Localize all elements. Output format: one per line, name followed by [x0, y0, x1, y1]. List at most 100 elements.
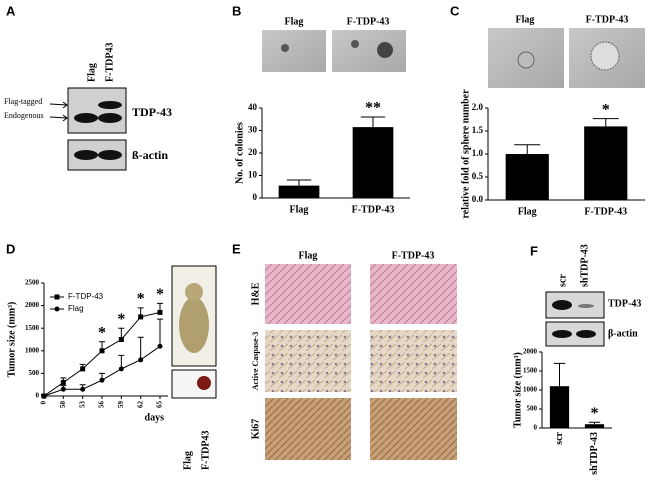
micrograph	[332, 30, 406, 72]
legend-label: F-TDP-43	[68, 292, 104, 301]
y-tick-label: 500	[29, 369, 40, 377]
x-tick-label: Flag	[290, 204, 309, 215]
error-bar	[360, 116, 386, 128]
marker	[157, 309, 163, 315]
colony	[281, 44, 289, 52]
tumor-photo	[171, 369, 217, 399]
image-label: F-TDP43	[200, 431, 211, 470]
x-tick-label: 56	[98, 401, 106, 409]
blot-label: TDP-43	[132, 105, 172, 119]
blot-band	[74, 150, 98, 160]
marker	[118, 366, 124, 372]
y-tick-label: 20	[248, 147, 258, 157]
panel-letter: F	[530, 243, 538, 258]
y-tick-label: 1500	[523, 367, 538, 375]
y-tick-label: 2500	[25, 279, 40, 287]
error-bar	[157, 318, 163, 347]
y-tick-label: 2000	[523, 348, 538, 356]
lane-label: shTDP-43	[579, 244, 590, 287]
arrow-label: Endogenous	[4, 111, 44, 120]
image-label: Flag	[285, 16, 304, 27]
y-tick-label: 2000	[25, 301, 40, 309]
annotation: *	[156, 286, 164, 303]
row-label: H&E	[250, 282, 261, 305]
y-tick-label: 1000	[25, 346, 40, 354]
blot-band	[98, 101, 122, 109]
mouse	[185, 283, 203, 301]
y-axis-label: Tumor size (mm³)	[512, 352, 523, 428]
blot-label: ß-actin	[132, 148, 168, 162]
x-tick-label: shTDP-43	[589, 432, 600, 475]
x-tick-label: 0	[40, 401, 48, 405]
blot-label: β-actin	[608, 328, 638, 339]
column-label: F-TDP-43	[392, 250, 435, 261]
y-tick-label: 0	[534, 424, 538, 432]
bar	[278, 185, 320, 198]
bar	[352, 127, 394, 198]
histology	[370, 398, 457, 460]
arrow	[49, 101, 68, 122]
panel-letter: E	[232, 241, 241, 256]
image-label: Flag	[182, 451, 193, 470]
error-bar	[286, 179, 312, 186]
panel-letter: C	[450, 3, 460, 18]
row-label: Active Caspase-3	[251, 332, 260, 390]
error-bar	[588, 421, 601, 425]
x-tick-label: Flag	[518, 206, 537, 217]
y-tick-label: 2.0	[472, 102, 484, 112]
marker	[157, 343, 163, 349]
column-label: Flag	[299, 250, 318, 261]
y-axis-label: relative fold of sphere number	[460, 89, 471, 219]
annotation: **	[365, 100, 381, 117]
x-tick-label: scr	[554, 431, 565, 444]
x-tick-label: 50	[59, 401, 67, 409]
y-tick-label: 0	[36, 392, 40, 400]
lane-label: Flag	[86, 63, 97, 82]
y-axis-label: Tumor size (mm³)	[6, 302, 17, 378]
panel-letter: D	[6, 241, 15, 256]
histology	[265, 264, 351, 324]
image-label: F-TDP-43	[586, 14, 629, 25]
blot-band	[552, 300, 572, 310]
blot	[67, 87, 127, 134]
marker	[138, 357, 144, 363]
lane-label: F-TDP43	[104, 43, 115, 82]
image-label: F-TDP-43	[347, 16, 390, 27]
x-axis-label: days	[145, 412, 165, 423]
y-tick-label: 40	[248, 102, 258, 112]
error-bar	[514, 144, 541, 154]
marker	[80, 366, 86, 372]
x-tick-label: 59	[117, 401, 125, 409]
error-bar	[592, 118, 619, 127]
blot-band	[552, 330, 572, 338]
mouse	[179, 297, 209, 353]
micrograph	[262, 30, 326, 72]
y-tick-label: 1.0	[472, 148, 484, 158]
y-axis-label: No. of colonies	[234, 122, 245, 184]
legend-marker	[54, 306, 60, 312]
lane-label: scr	[557, 274, 568, 287]
error-bar	[553, 362, 566, 387]
sphere	[517, 51, 535, 69]
row-label: Ki67	[250, 419, 261, 440]
x-tick-label: F-TDP-43	[584, 206, 627, 217]
colony	[377, 42, 393, 58]
panel-letter: A	[6, 3, 16, 18]
blot-band	[98, 150, 122, 160]
sphere	[590, 41, 620, 71]
blot-band	[98, 113, 122, 123]
histology	[370, 264, 457, 324]
x-tick-label: 62	[136, 401, 144, 409]
image-label: Flag	[516, 14, 535, 25]
blot-label: TDP-43	[608, 298, 641, 309]
marker	[99, 377, 105, 383]
legend-label: Flag	[68, 304, 84, 313]
y-tick-label: 30	[248, 125, 258, 135]
y-tick-label: 500	[527, 405, 538, 413]
marker	[99, 348, 105, 354]
blot-band	[578, 304, 594, 308]
colony	[351, 40, 359, 48]
legend-marker	[54, 294, 60, 300]
histology	[265, 398, 351, 460]
